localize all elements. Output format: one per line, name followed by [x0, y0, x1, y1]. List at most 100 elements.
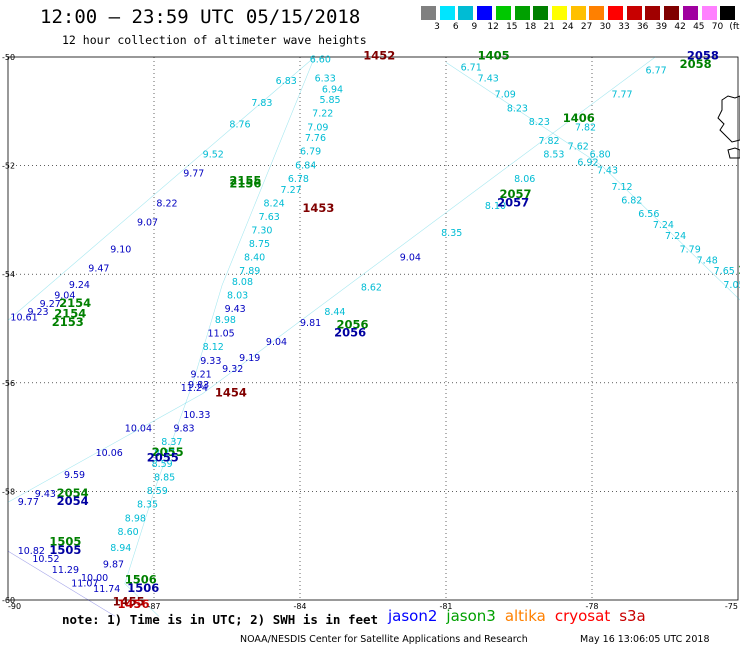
- wave-height-label: 6.83: [276, 76, 297, 87]
- wave-height-label: 6.94: [322, 84, 343, 95]
- wave-height-label: 7.43: [597, 166, 618, 177]
- wave-height-label: 10.61: [10, 312, 37, 323]
- wave-height-label: 8.35: [441, 228, 462, 239]
- mission-jason2: jason2: [388, 607, 438, 625]
- segment-time-label: 1506: [125, 573, 157, 587]
- legend-swatch: [551, 6, 567, 20]
- wave-height-label: 7.22: [312, 109, 333, 120]
- wave-height-label: 7.79: [680, 244, 701, 255]
- segment-time-label: 1505: [49, 543, 81, 557]
- legend-tick: 6: [452, 22, 459, 32]
- legend-tick: (ft): [729, 22, 740, 32]
- segment-time-label: 2054: [57, 486, 89, 500]
- wave-height-label: 7.48: [697, 255, 718, 266]
- mission-jason3: jason3: [446, 607, 496, 625]
- wave-height-label: 8.10: [485, 201, 506, 212]
- lat-lon-grid: [7, 56, 739, 601]
- segment-time-label: 1452: [363, 49, 395, 63]
- wave-height-label: 9.23: [27, 307, 48, 318]
- segment-time-label: 1405: [478, 49, 510, 63]
- segment-time-label: 2156: [229, 176, 261, 190]
- wave-height-label: 7.30: [251, 225, 272, 236]
- wave-height-label: 9.27: [40, 299, 61, 310]
- wave-height-label: 9.77: [183, 168, 204, 179]
- legend-swatch: [701, 6, 717, 20]
- legend-tick: 12: [487, 22, 499, 32]
- wave-height-label: 9.10: [110, 244, 131, 255]
- lat-tick-label: -52: [2, 162, 15, 171]
- legend-swatch: [570, 6, 586, 20]
- segment-time-label: 2057: [497, 195, 529, 209]
- segment-time-label: 1456: [118, 597, 150, 611]
- wave-height-label: 7.63: [259, 212, 280, 223]
- wave-height-label: 7.62: [568, 141, 589, 152]
- track-line: [7, 550, 116, 617]
- segment-time-label: 1505: [49, 535, 81, 549]
- wave-height-label: 7.89: [239, 266, 260, 277]
- wave-height-label: 8.22: [156, 198, 177, 209]
- wave-height-label: 11.29: [52, 565, 79, 576]
- wave-height-label: 7.77: [611, 90, 632, 101]
- wave-height-label: 8.03: [227, 291, 248, 302]
- wave-height-label: 11.24: [181, 383, 208, 394]
- legend-tick: 3: [434, 22, 440, 32]
- wave-height-label: 11.05: [208, 329, 235, 340]
- map-frame: [7, 56, 739, 601]
- wave-height-label: 9.83: [173, 424, 194, 435]
- wave-height-label: 7.43: [478, 73, 499, 84]
- mission-cryosat: cryosat: [554, 607, 611, 625]
- segment-time-label: 2058: [680, 57, 712, 71]
- segment-time-label: 2056: [337, 318, 369, 332]
- wave-height-label: 9.04: [54, 291, 75, 302]
- legend-swatch: [458, 6, 474, 20]
- land-outline: [717, 95, 740, 159]
- wave-height-label: 9.47: [88, 263, 109, 274]
- wave-height-label: 8.59: [152, 459, 173, 470]
- legend-tick: 30: [599, 22, 612, 32]
- wave-height-label: 8.08: [232, 277, 253, 288]
- track-line: [7, 56, 656, 503]
- segment-time-label: 2055: [152, 445, 184, 459]
- wave-height-label: 8.35: [137, 500, 158, 511]
- wave-height-label: 9.43: [225, 304, 246, 315]
- wave-height-label: 8.59: [147, 486, 168, 497]
- wave-height-label: 9.33: [200, 356, 221, 367]
- footer-credit: NOAA/NESDIS Center for Satellite Applica…: [240, 634, 528, 645]
- segment-time-label: 1407: [738, 263, 740, 277]
- footer-note: note: 1) Time is in UTC; 2) SWH is in fe…: [62, 612, 379, 627]
- wave-height-label: 8.24: [264, 198, 285, 209]
- wave-height-label: 11.74: [93, 584, 120, 595]
- wave-height-label: 8.76: [229, 120, 250, 131]
- wave-height-label: 9.24: [69, 280, 90, 291]
- wave-height-label: 8.06: [514, 174, 535, 185]
- wave-height-label: 7.27: [281, 185, 302, 196]
- wave-height-label: 9.81: [300, 318, 321, 329]
- legend-tick: 15: [506, 22, 518, 32]
- wave-height-label: 7.12: [611, 182, 632, 193]
- legend-swatch: [720, 6, 736, 20]
- legend-tick: 39: [655, 22, 668, 32]
- legend-tick: 45: [693, 22, 705, 32]
- wave-height-label: 9.32: [222, 364, 243, 375]
- mission-altika: altika: [504, 607, 546, 625]
- lon-tick-label: -87: [147, 602, 160, 611]
- legend-swatch: [608, 6, 623, 20]
- legend-swatch: [495, 6, 511, 20]
- wave-height-label: 8.23: [507, 103, 528, 114]
- segment-time-label: 2153: [52, 315, 84, 329]
- satellite-tracks: [7, 56, 740, 617]
- segment-time-label: 2058: [687, 49, 719, 63]
- segment-time-label: 1506: [127, 581, 159, 595]
- wave-height-label: 10.33: [183, 410, 210, 421]
- wave-height-label: 10.52: [32, 554, 59, 565]
- legend-tick: 9: [471, 22, 478, 32]
- lat-tick-label: -58: [2, 487, 15, 496]
- wave-height-label: 6.82: [621, 196, 642, 207]
- mission-legend: jason2 jason3 altika cryosat s3a: [388, 607, 655, 625]
- wave-height-label: 8.37: [161, 437, 182, 448]
- wave-height-label: 8.40: [244, 253, 265, 264]
- legend-swatch: [533, 6, 549, 20]
- wave-height-label: 9.77: [18, 497, 39, 508]
